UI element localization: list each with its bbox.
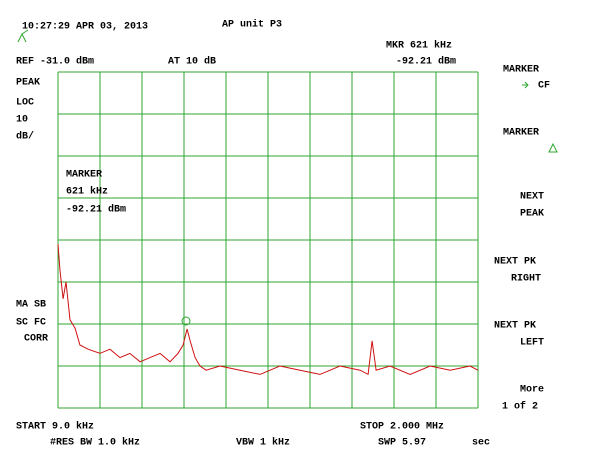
softkey[interactable]: MARKER xyxy=(503,128,539,139)
delta-icon xyxy=(548,142,558,153)
left-label: 10 xyxy=(16,115,28,126)
arrow-icon xyxy=(522,81,529,89)
trace xyxy=(57,244,479,376)
reference-level: REF -31.0 dBm xyxy=(16,56,94,68)
status: CORR xyxy=(24,334,48,345)
marker-box-frequency: 621 kHz xyxy=(66,186,108,198)
marker-readout: MKR 621 kHz xyxy=(386,40,452,52)
title: AP unit P3 xyxy=(222,19,282,31)
left-label: dB/ xyxy=(16,131,34,143)
start-frequency: START 9.0 kHz xyxy=(16,421,94,433)
marker-box-title: MARKER xyxy=(66,170,102,181)
attenuation: AT 10 dB xyxy=(168,56,216,68)
left-label: PEAK xyxy=(16,78,40,89)
softkey[interactable]: MARKER xyxy=(503,65,539,76)
sweep-time: SWP 5.97 xyxy=(378,438,426,449)
softkey[interactable]: 1 of 2 xyxy=(502,401,538,413)
marker-box xyxy=(57,155,269,241)
timestamp: 10:27:29 APR 03, 2013 xyxy=(22,22,148,33)
stop-frequency: STOP 2.000 MHz xyxy=(360,422,444,433)
softkey[interactable]: NEXT PK xyxy=(494,321,536,332)
left-label: LOC xyxy=(16,98,34,109)
marker-level: -92.21 dBm xyxy=(396,56,456,68)
softkey[interactable]: More xyxy=(520,385,544,396)
softkey[interactable]: NEXT xyxy=(520,192,544,203)
softkey[interactable]: LEFT xyxy=(520,338,544,349)
softkey[interactable]: CF xyxy=(538,81,550,92)
status-icon xyxy=(17,29,29,43)
status: SC FC xyxy=(16,318,46,329)
resolution-bandwidth: #RES BW 1.0 kHz xyxy=(50,437,140,449)
sweep-unit: sec xyxy=(472,438,490,449)
softkey[interactable]: PEAK xyxy=(520,209,544,220)
softkey[interactable]: NEXT PK xyxy=(494,257,536,268)
marker-symbol xyxy=(181,316,191,326)
softkey[interactable]: RIGHT xyxy=(511,274,541,285)
status: MA SB xyxy=(16,300,46,311)
marker-box-level: -92.21 dBm xyxy=(66,204,126,216)
video-bandwidth: VBW 1 kHz xyxy=(236,437,290,449)
